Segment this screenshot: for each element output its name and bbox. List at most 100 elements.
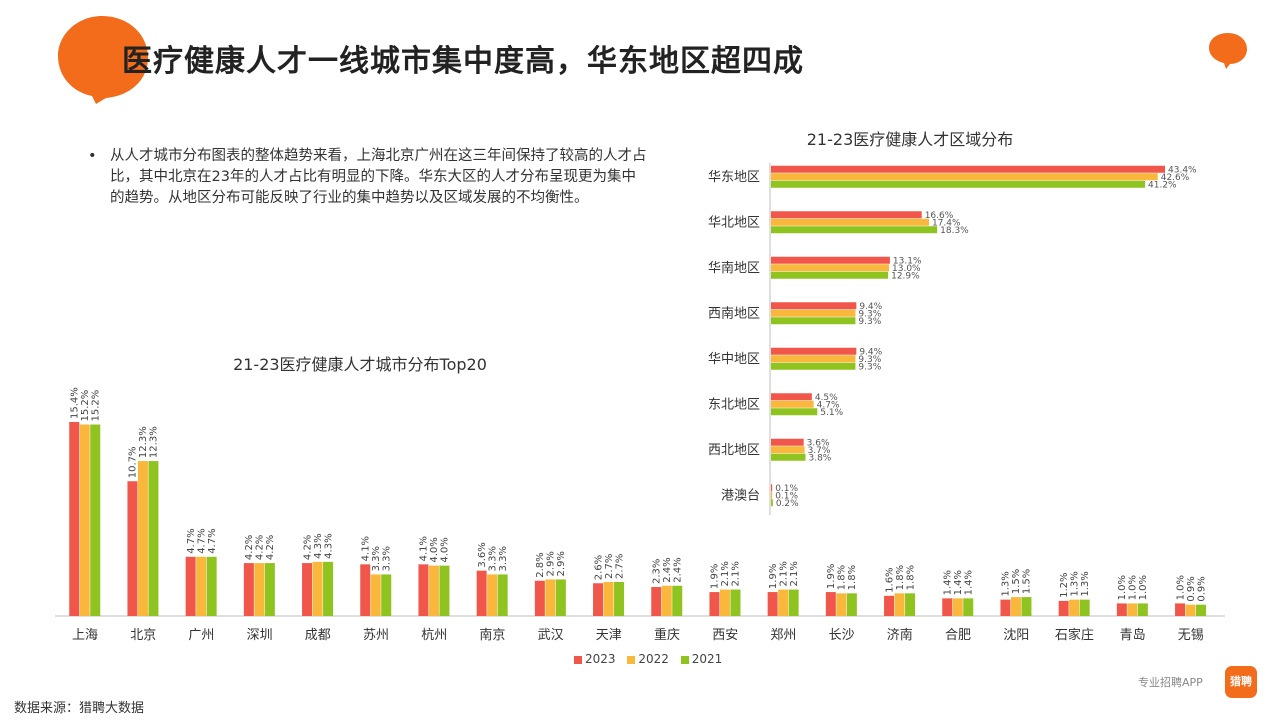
city-bar-2022 [778,589,789,616]
region-data-label-2022: 13.0% [892,264,921,274]
city-bar-2021 [497,574,508,616]
city-data-label-2021: 1.3% [1080,571,1091,596]
region-bar-2021 [771,499,773,507]
speech-bubble-decoration-left [58,16,148,104]
region-data-label-2023: 4.5% [815,393,838,403]
city-bar-2022 [952,598,963,616]
region-category-label: 西南地区 [708,306,760,322]
region-bar-2021 [771,408,818,416]
region-category-label: 东北地区 [708,398,760,413]
region-data-label-2022: 4.7% [817,400,840,410]
region-category-label: 西北地区 [708,443,760,458]
city-data-label-2022: 2.9% [546,551,557,576]
region-data-label-2021: 3.8% [808,453,831,463]
region-bar-2023 [771,165,1165,173]
city-bar-2023 [243,563,254,616]
region-data-label-2021: 9.3% [858,362,881,372]
city-category-label: 重庆 [654,627,680,643]
region-bar-2023 [771,256,890,264]
speech-bubble-decoration-right [1209,33,1247,69]
region-data-label-2021: 12.9% [891,271,920,281]
city-data-label-2023: 4.1% [361,536,372,561]
city-bar-2022 [1010,597,1021,616]
region-bar-2022 [771,264,890,272]
city-bar-2023 [69,422,80,616]
city-data-label-2021: 3.3% [498,546,509,571]
city-bar-2021 [439,565,450,616]
city-bar-2021 [555,579,566,616]
legend-label-2021: 2021 [691,652,723,666]
city-bar-2021 [730,589,741,616]
city-bar-2021 [323,561,334,616]
city-data-label-2023: 4.1% [419,536,430,561]
region-data-label-2023: 3.6% [807,438,830,448]
region-chart-title: 21-23医疗健康人才区域分布 [806,130,1014,149]
region-data-label-2022: 42.6% [1161,173,1190,183]
city-bar-2021 [1196,604,1207,616]
region-bar-2023 [771,302,857,310]
city-category-label: 广州 [188,628,214,643]
city-bar-2023 [709,592,720,616]
city-data-label-2022: 3.3% [371,546,382,571]
region-bar-2023 [771,347,857,355]
city-data-label-2023: 1.9% [710,564,721,589]
region-bar-2022 [771,218,929,226]
region-bar-2021 [771,226,938,234]
city-bar-2022 [196,556,207,616]
city-data-label-2023: 1.2% [1059,572,1070,597]
city-bar-2022 [661,585,672,616]
speech-bubble-right-shape [1209,33,1247,69]
city-data-label-2023: 1.6% [884,567,895,592]
city-data-label-2023: 4.2% [244,535,255,560]
region-data-label-2022: 0.1% [775,491,798,501]
city-bar-2023 [185,556,196,616]
region-data-label-2022: 3.7% [808,446,831,456]
city-bar-2023 [1175,603,1186,616]
region-data-label-2021: 18.3% [940,226,969,236]
city-data-label-2022: 4.0% [429,537,440,562]
city-bar-2023 [418,564,429,616]
city-data-label-2021: 1.8% [905,565,916,590]
city-bar-2022 [545,579,556,616]
city-data-label-2022: 2.1% [778,561,789,586]
city-bar-2022 [312,561,323,616]
city-category-label: 苏州 [363,627,389,643]
region-data-label-2023: 13.1% [893,256,922,266]
region-bar-2021 [771,271,889,279]
region-data-label-2021: 5.1% [820,408,843,418]
city-category-label: 成都 [305,628,331,643]
city-category-label: 西安 [712,628,738,643]
city-data-label-2021: 4.3% [323,533,334,558]
region-category-label: 华北地区 [708,216,760,231]
city-category-label: 济南 [887,627,913,643]
city-bar-2023 [825,592,836,616]
summary-text: 从人才城市分布图表的整体趋势来看，上海北京广州在这三年间保持了较高的人才占比，其… [110,148,647,206]
city-bar-2021 [672,585,683,616]
city-category-label: 无锡 [1178,628,1204,643]
region-category-label: 华东地区 [708,170,760,185]
city-data-label-2023: 4.7% [186,528,197,553]
city-data-label-2022: 2.4% [662,557,673,582]
city-category-label: 青岛 [1120,627,1146,643]
region-data-label-2022: 9.3% [858,309,881,319]
city-data-label-2023: 2.6% [593,555,604,580]
city-bar-2023 [127,481,138,616]
data-source-note: 数据来源：猎聘大数据 [14,701,145,716]
brand-tagline: 专业招聘APP [1138,676,1203,689]
region-bar-2023 [771,211,922,219]
city-bar-2021 [963,598,974,616]
city-data-label-2022: 1.8% [837,565,848,590]
bullet-marker: • [88,148,97,164]
city-data-label-2022: 1.5% [1011,569,1022,594]
city-chart-title: 21-23医疗健康人才城市分布Top20 [233,355,487,374]
region-bar-2021 [771,453,806,461]
city-category-label: 长沙 [829,628,855,643]
city-bar-2023 [942,598,953,616]
city-bar-2023 [1000,599,1011,616]
city-bar-2022 [719,589,730,616]
city-data-label-2022: 2.1% [720,561,731,586]
city-bar-2022 [836,593,847,616]
city-bar-2022 [603,581,614,616]
city-data-label-2021: 4.0% [440,537,451,562]
